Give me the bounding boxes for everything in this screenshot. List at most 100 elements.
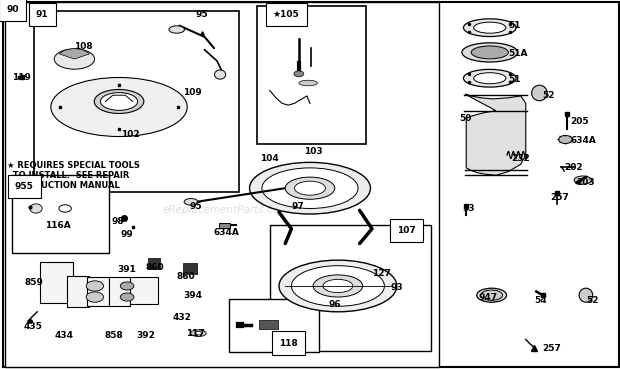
Bar	[259, 320, 278, 329]
Text: 95: 95	[189, 202, 202, 211]
Ellipse shape	[249, 162, 371, 214]
Text: 257: 257	[542, 344, 561, 353]
Ellipse shape	[279, 260, 397, 312]
Ellipse shape	[120, 293, 134, 301]
Text: 91: 91	[36, 10, 48, 19]
Text: 107: 107	[397, 226, 415, 235]
Text: 634A: 634A	[214, 228, 240, 237]
Ellipse shape	[191, 330, 206, 337]
Bar	[148, 258, 160, 269]
Bar	[219, 223, 230, 228]
Ellipse shape	[291, 266, 384, 306]
Text: 116A: 116A	[45, 221, 71, 230]
Text: 634A: 634A	[570, 136, 596, 145]
Ellipse shape	[54, 49, 94, 69]
Ellipse shape	[294, 181, 326, 195]
Text: eReplacementParts.com: eReplacementParts.com	[162, 205, 290, 215]
Text: 104: 104	[260, 154, 279, 163]
Ellipse shape	[215, 70, 226, 79]
Text: 858: 858	[104, 331, 123, 340]
Text: 392: 392	[136, 331, 155, 340]
Ellipse shape	[462, 43, 518, 62]
Text: 434: 434	[55, 331, 74, 340]
Ellipse shape	[51, 77, 187, 137]
Ellipse shape	[474, 73, 506, 84]
Ellipse shape	[94, 90, 144, 114]
Text: 53: 53	[462, 204, 474, 213]
Ellipse shape	[299, 80, 317, 86]
Ellipse shape	[531, 85, 547, 101]
Text: 51A: 51A	[508, 49, 528, 58]
Bar	[183, 263, 197, 274]
Text: 205: 205	[570, 117, 589, 126]
Ellipse shape	[471, 46, 508, 59]
Text: 95: 95	[195, 10, 208, 19]
Bar	[229, 299, 319, 352]
Text: 93: 93	[391, 283, 403, 292]
Ellipse shape	[477, 288, 507, 302]
Bar	[40, 262, 73, 303]
Text: 860: 860	[146, 263, 164, 272]
Text: ★ REQUIRES SPECIAL TOOLS
  TO INSTALL.  SEE REPAIR
  INSTRUCTION MANUAL: ★ REQUIRES SPECIAL TOOLS TO INSTALL. SEE…	[7, 161, 140, 190]
Wedge shape	[60, 49, 89, 59]
Ellipse shape	[285, 177, 335, 199]
Ellipse shape	[474, 22, 506, 33]
Text: 98: 98	[112, 217, 124, 226]
Polygon shape	[465, 94, 526, 175]
Text: 955: 955	[15, 182, 33, 191]
Bar	[87, 277, 110, 306]
Text: 52: 52	[542, 92, 555, 100]
Text: 118: 118	[279, 339, 298, 348]
Text: 860: 860	[177, 272, 195, 281]
Text: 109: 109	[183, 88, 202, 97]
Ellipse shape	[480, 290, 503, 300]
Text: 859: 859	[25, 278, 43, 287]
Text: 203: 203	[577, 178, 595, 187]
Text: 99: 99	[121, 230, 134, 239]
Ellipse shape	[120, 282, 134, 290]
Text: 90: 90	[6, 5, 19, 14]
Text: 50: 50	[459, 114, 471, 123]
Ellipse shape	[323, 279, 353, 293]
Text: 96: 96	[329, 300, 341, 309]
Bar	[108, 277, 130, 306]
Text: 51: 51	[508, 75, 521, 84]
Text: 97: 97	[291, 202, 304, 211]
Ellipse shape	[262, 168, 358, 208]
Bar	[12, 175, 108, 253]
Ellipse shape	[574, 176, 591, 184]
Text: 117: 117	[186, 330, 205, 338]
Ellipse shape	[30, 204, 42, 213]
Ellipse shape	[169, 26, 185, 33]
Text: 232: 232	[512, 154, 530, 163]
Text: 51: 51	[508, 21, 521, 30]
Ellipse shape	[463, 69, 516, 87]
Ellipse shape	[86, 292, 104, 302]
Text: 102: 102	[121, 130, 140, 139]
Bar	[5, 2, 439, 367]
Text: 54: 54	[534, 296, 547, 305]
Text: 257: 257	[551, 193, 569, 202]
Text: 108: 108	[74, 42, 93, 51]
Bar	[67, 276, 89, 307]
Ellipse shape	[100, 93, 138, 110]
Ellipse shape	[559, 135, 572, 144]
Text: 947: 947	[479, 293, 498, 301]
Bar	[130, 277, 158, 304]
Ellipse shape	[184, 199, 198, 205]
Text: 103: 103	[304, 147, 322, 156]
Text: 119: 119	[12, 73, 31, 82]
Ellipse shape	[313, 275, 363, 297]
Text: 52: 52	[586, 296, 598, 305]
Bar	[257, 6, 366, 144]
Bar	[34, 11, 239, 192]
Text: 127: 127	[372, 269, 391, 277]
Text: 435: 435	[24, 322, 42, 331]
Bar	[270, 225, 431, 351]
Ellipse shape	[86, 281, 104, 291]
Text: 394: 394	[183, 291, 202, 300]
Text: 391: 391	[118, 265, 136, 274]
Text: 432: 432	[172, 313, 191, 322]
Text: 202: 202	[564, 163, 583, 172]
Ellipse shape	[195, 331, 202, 335]
